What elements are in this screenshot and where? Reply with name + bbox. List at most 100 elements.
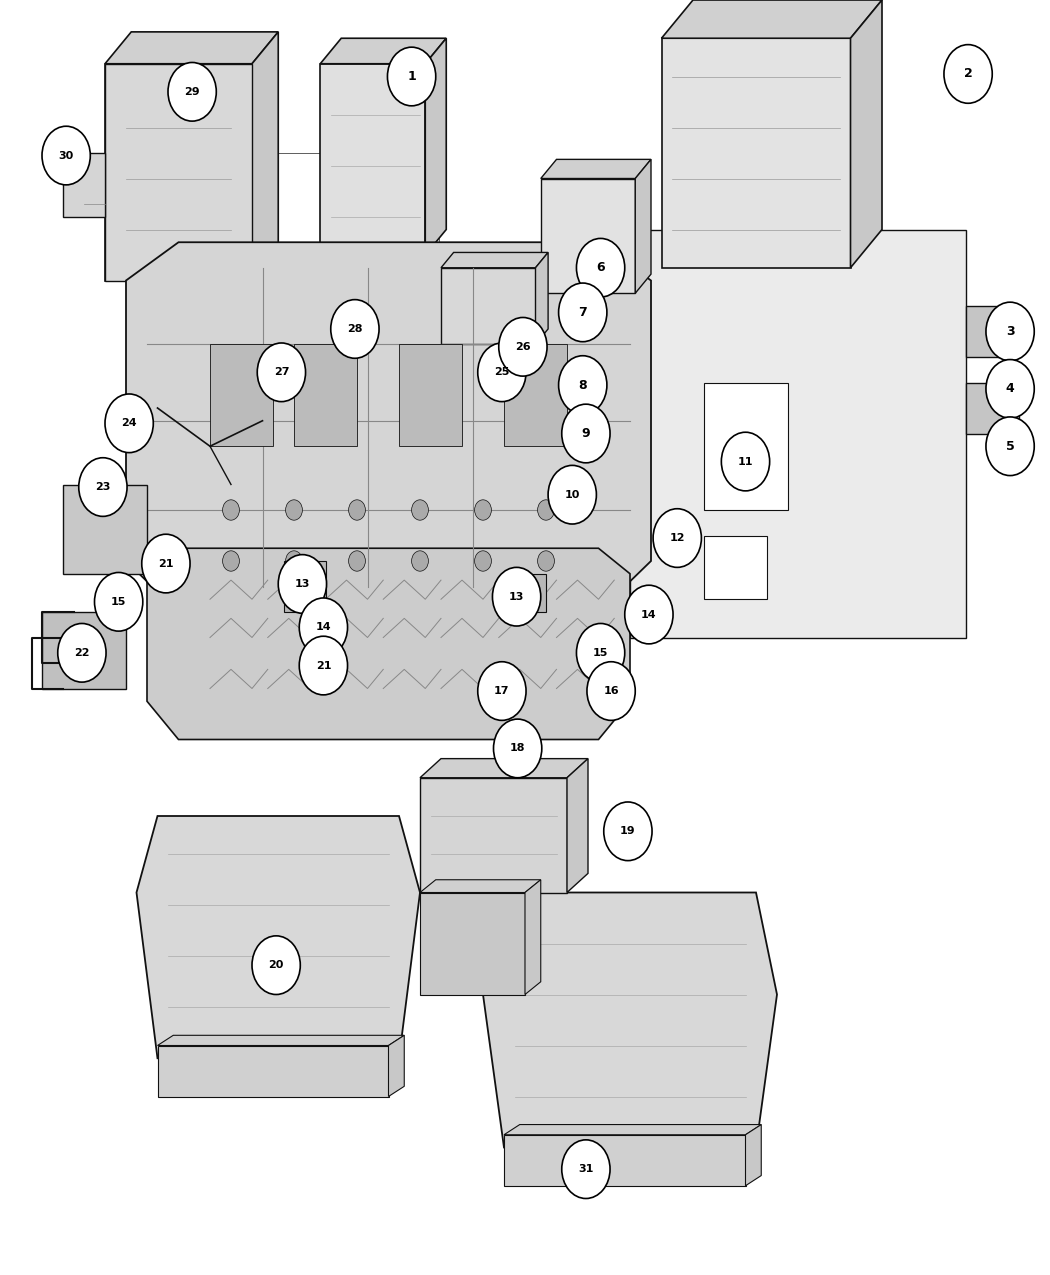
Polygon shape [662,38,850,268]
Polygon shape [420,778,567,892]
Text: 8: 8 [579,379,587,391]
Polygon shape [541,159,651,179]
Polygon shape [662,0,882,38]
Polygon shape [504,574,546,612]
Text: 21: 21 [316,660,331,671]
Text: 14: 14 [316,622,331,632]
Circle shape [42,126,90,185]
Text: 31: 31 [579,1164,593,1174]
Circle shape [286,551,302,571]
Circle shape [653,509,701,567]
Text: 23: 23 [96,482,110,492]
Circle shape [604,802,652,861]
Polygon shape [158,1046,388,1096]
Polygon shape [105,64,252,280]
Circle shape [223,500,239,520]
Text: 15: 15 [593,648,608,658]
Text: 5: 5 [1006,440,1014,453]
Circle shape [548,465,596,524]
Circle shape [559,356,607,414]
Circle shape [278,555,327,613]
Text: 15: 15 [111,597,126,607]
Polygon shape [630,230,966,638]
Circle shape [299,598,348,657]
Polygon shape [966,382,1018,434]
Polygon shape [850,0,882,268]
Polygon shape [136,816,420,1058]
Text: 30: 30 [59,150,74,161]
Polygon shape [420,880,541,892]
Polygon shape [105,64,252,280]
Circle shape [299,636,348,695]
Polygon shape [320,38,446,64]
Text: 1: 1 [407,70,416,83]
Circle shape [286,500,302,520]
Text: 10: 10 [565,490,580,500]
Polygon shape [399,344,462,446]
Circle shape [478,343,526,402]
Circle shape [625,585,673,644]
Polygon shape [63,484,147,574]
Circle shape [349,500,365,520]
Circle shape [559,283,607,342]
Circle shape [252,936,300,995]
Polygon shape [441,268,536,344]
Polygon shape [388,1035,404,1096]
Polygon shape [425,38,446,255]
Circle shape [478,662,526,720]
Circle shape [257,343,306,402]
Circle shape [142,534,190,593]
Text: 19: 19 [621,826,635,836]
Polygon shape [420,892,525,995]
Polygon shape [704,382,788,510]
Circle shape [223,551,239,571]
Circle shape [562,404,610,463]
Polygon shape [525,880,541,994]
Text: 21: 21 [159,558,173,569]
Circle shape [79,458,127,516]
Text: 27: 27 [274,367,289,377]
Text: 29: 29 [185,87,200,97]
Polygon shape [441,252,548,268]
Circle shape [412,500,428,520]
Circle shape [105,394,153,453]
Circle shape [331,300,379,358]
Text: 11: 11 [738,456,753,467]
Circle shape [387,47,436,106]
Text: 18: 18 [510,743,525,754]
Circle shape [721,432,770,491]
Circle shape [562,1140,610,1198]
Polygon shape [504,344,567,446]
Polygon shape [284,561,326,612]
Text: 14: 14 [642,609,656,620]
Circle shape [494,719,542,778]
Polygon shape [504,1125,761,1135]
Circle shape [587,662,635,720]
Polygon shape [147,548,630,740]
Polygon shape [105,32,278,64]
Text: 13: 13 [509,592,524,602]
Polygon shape [158,1035,404,1046]
Circle shape [349,551,365,571]
Circle shape [538,500,554,520]
Circle shape [94,572,143,631]
Circle shape [168,62,216,121]
Text: 2: 2 [964,68,972,80]
Text: 16: 16 [604,686,618,696]
Polygon shape [63,153,105,217]
Circle shape [412,551,428,571]
Polygon shape [635,159,651,293]
Text: 25: 25 [495,367,509,377]
Circle shape [986,417,1034,476]
Text: 24: 24 [122,418,136,428]
Text: 9: 9 [582,427,590,440]
Polygon shape [420,759,588,778]
Circle shape [538,551,554,571]
Polygon shape [210,344,273,446]
Circle shape [58,623,106,682]
Text: 28: 28 [348,324,362,334]
Polygon shape [746,1125,761,1186]
Text: 26: 26 [516,342,530,352]
Circle shape [499,317,547,376]
Polygon shape [536,252,548,344]
